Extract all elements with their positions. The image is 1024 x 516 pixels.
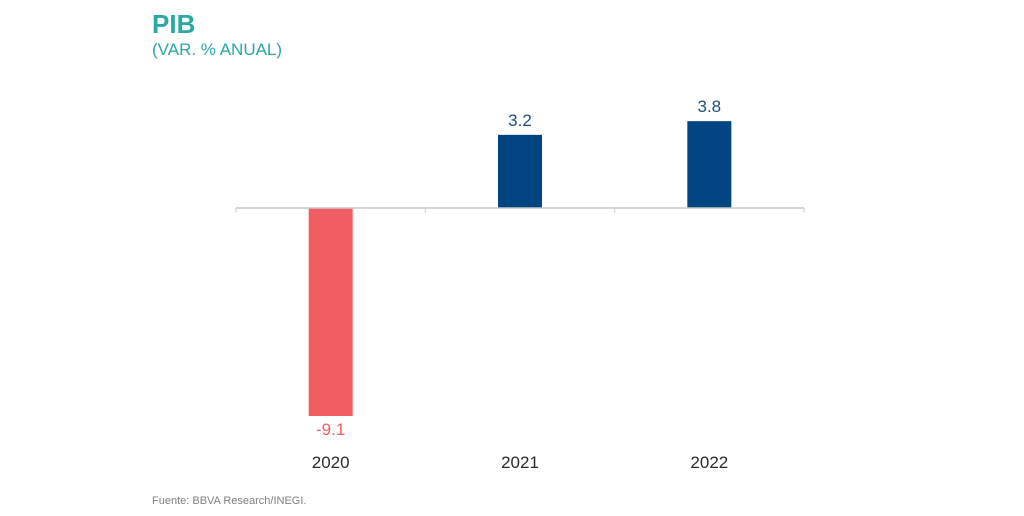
bar-2020	[308, 208, 353, 416]
data-label-2020: -9.1	[316, 420, 345, 439]
source-note: Fuente: BBVA Research/INEGI.	[152, 495, 307, 507]
category-label-2021: 2021	[501, 453, 539, 472]
category-label-2020: 2020	[312, 453, 350, 472]
bars-group	[308, 121, 732, 416]
data-label-2021: 3.2	[508, 111, 532, 130]
chart-subtitle: (VAR. % ANUAL)	[152, 40, 283, 59]
bar-2022	[687, 121, 732, 208]
category-label-2022: 2022	[690, 453, 728, 472]
bar-2021	[498, 134, 542, 208]
labels-group: -9.1 2020 3.2 2021 3.8 2022	[312, 97, 728, 472]
chart-title: PIB	[152, 9, 196, 39]
x-axis	[235, 207, 805, 213]
data-label-2022: 3.8	[698, 97, 722, 116]
